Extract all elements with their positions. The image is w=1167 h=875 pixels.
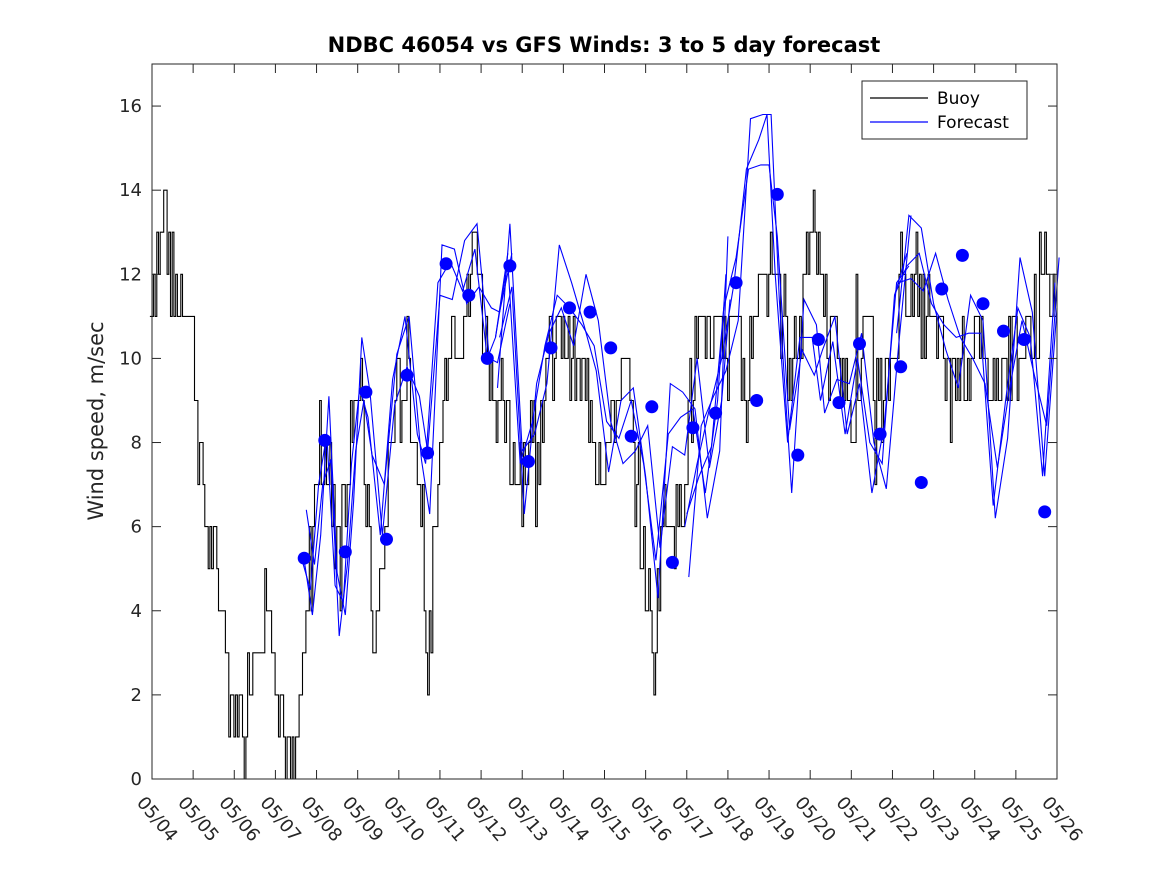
forecast-marker (1038, 505, 1052, 519)
forecast-marker (853, 337, 866, 351)
forecast-marker (832, 396, 846, 410)
forecast-marker (686, 421, 700, 435)
forecast-marker (750, 394, 764, 407)
forecast-series (301, 113, 1060, 637)
y-tick-label: 6 (131, 517, 142, 538)
y-axis-ticks: 0 2 4 6 8 10 12 14 16 (119, 96, 1057, 790)
forecast-marker (894, 360, 908, 374)
forecast-line (303, 222, 511, 616)
forecast-line (684, 114, 908, 527)
y-tick-label: 0 (131, 769, 142, 790)
forecast-line (305, 244, 513, 637)
forecast-marker (380, 532, 393, 546)
forecast-line (893, 252, 1056, 506)
legend-box (861, 80, 1028, 140)
forecast-marker (439, 257, 453, 271)
forecast-marker (997, 324, 1010, 338)
y-tick-label: 14 (119, 180, 142, 201)
forecast-marker (811, 333, 825, 346)
y-tick-label: 10 (119, 348, 142, 369)
forecast-marker (563, 301, 576, 315)
y-axis-label: Wind speed, m/sec (84, 321, 108, 520)
forecast-marker (873, 427, 887, 441)
forecast-marker (729, 276, 743, 290)
forecast-marker (583, 305, 597, 319)
forecast-marker (421, 446, 435, 460)
forecast-line (688, 113, 912, 578)
forecast-marker (503, 259, 517, 273)
buoy-line (149, 189, 1057, 780)
forecast-marker (400, 368, 414, 382)
forecast-line (301, 248, 509, 605)
y-tick-label: 8 (131, 433, 142, 454)
forecast-marker (955, 248, 969, 262)
forecast-marker (318, 433, 332, 447)
forecast-marker (709, 406, 723, 420)
y-tick-label: 4 (131, 601, 142, 622)
legend-forecast-label: Forecast (937, 113, 1009, 133)
forecast-marker (1017, 333, 1031, 346)
forecast-marker (665, 555, 679, 569)
legend: Buoy Forecast (861, 80, 1028, 140)
forecast-marker (544, 341, 558, 355)
forecast-marker (791, 448, 805, 462)
forecast-marker (770, 187, 784, 201)
forecast-line (686, 164, 910, 515)
forecast-marker (935, 282, 949, 296)
forecast-marker (976, 297, 990, 311)
forecast-marker (624, 429, 638, 443)
forecast-marker (604, 341, 618, 355)
forecast-line (499, 274, 731, 548)
forecast-line (898, 251, 1060, 468)
y-tick-label: 2 (131, 685, 142, 706)
buoy-series (149, 189, 1057, 780)
forecast-marker (480, 351, 494, 365)
chart-title: NDBC 46054 vs GFS Winds: 3 to 5 day fore… (328, 33, 881, 57)
y-tick-label: 12 (119, 264, 142, 285)
forecast-marker (297, 551, 311, 565)
forecast-marker (645, 400, 659, 414)
forecast-markers (297, 187, 1052, 569)
legend-buoy-label: Buoy (937, 89, 980, 109)
forecast-marker (338, 545, 352, 559)
forecast-marker (521, 455, 535, 468)
forecast-marker (914, 476, 928, 489)
forecast-marker (359, 385, 373, 399)
forecast-marker (462, 288, 476, 302)
y-tick-label: 16 (119, 96, 142, 117)
axes-background (152, 64, 1057, 779)
forecast-line (896, 214, 1058, 519)
